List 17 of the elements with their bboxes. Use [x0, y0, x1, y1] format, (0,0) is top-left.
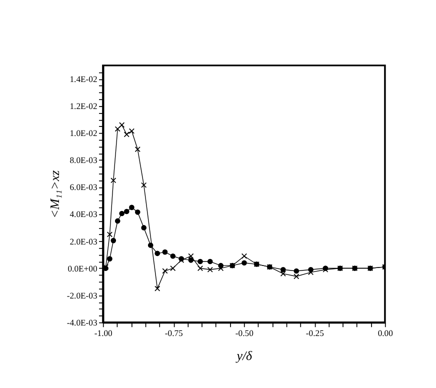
x-tick-label: -0.25 [306, 328, 324, 338]
x-tick-label: -0.50 [235, 328, 254, 338]
y-tick-label: 8.0E-03 [70, 155, 98, 166]
y-axis-title: <M₁₁>xz [47, 170, 62, 218]
y-tick-label: -4.0E-03 [66, 317, 98, 328]
y-tick-label: -2.0E-03 [66, 290, 98, 300]
y-tick-label: 2.0E-03 [70, 236, 98, 246]
x-axis-title: y/δ [234, 348, 254, 363]
y-tick-label: 0.0E+00 [68, 263, 98, 274]
x-tick-label: -1.00 [94, 328, 112, 338]
y-tick-label: 1.4E-02 [70, 74, 98, 84]
y-tick-label: 1.2E-02 [70, 101, 98, 112]
y-tick-label: 1.0E-02 [70, 128, 98, 138]
y-tick-label: 6.0E-03 [70, 182, 98, 192]
y-tick-label: 4.0E-03 [70, 209, 98, 220]
x-tick-label: -0.75 [164, 328, 183, 338]
x-tick-label: 0.00 [378, 328, 393, 338]
